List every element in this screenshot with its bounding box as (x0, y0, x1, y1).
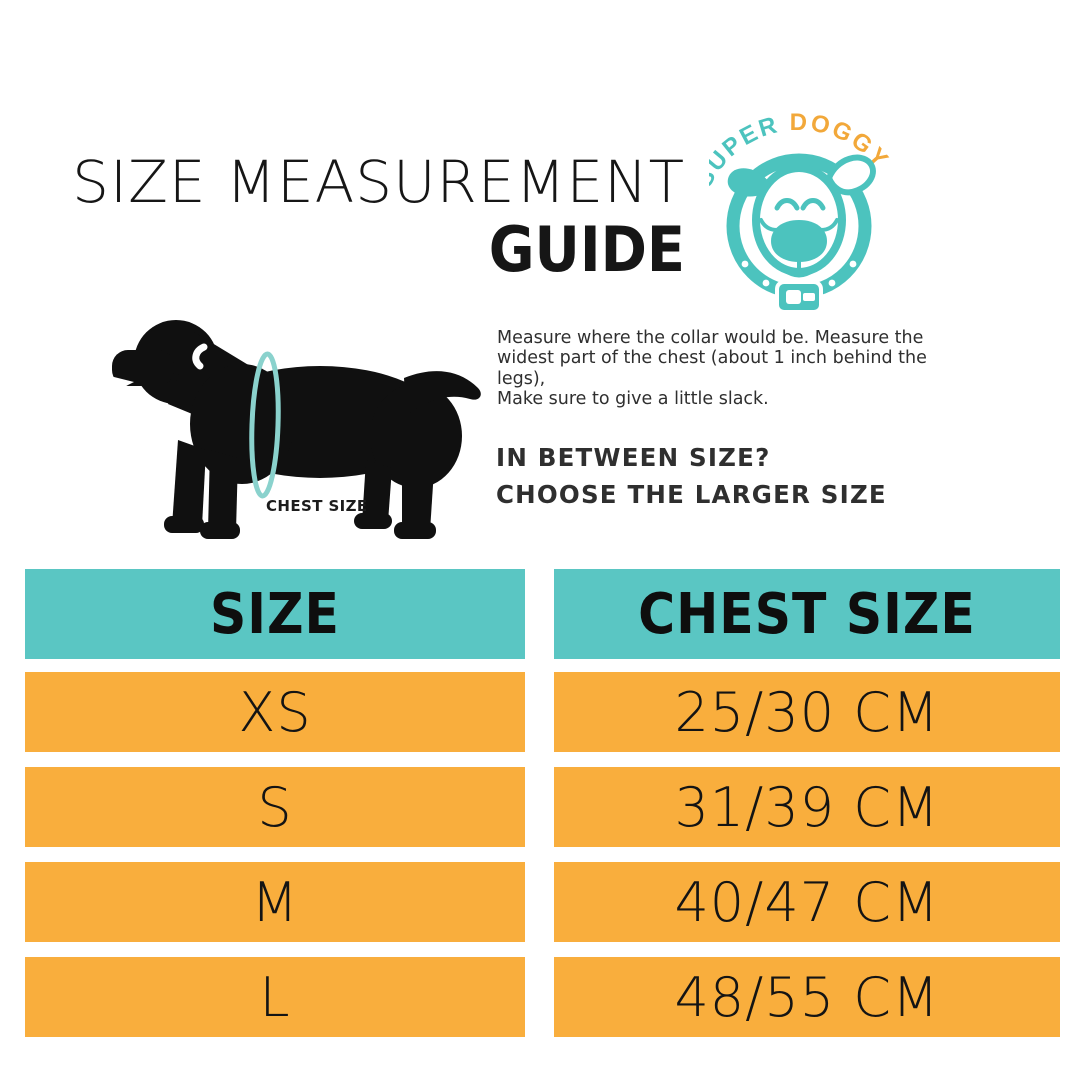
dog-left-ear-icon (727, 168, 769, 197)
size-value: S (25, 767, 525, 847)
dog-tail (404, 371, 481, 416)
table-row-m: M 40/47 CM (25, 862, 1060, 942)
dog-measurement-diagram (110, 320, 481, 539)
size-value: L (25, 957, 525, 1037)
dog-right-eye-icon (800, 198, 826, 211)
dog-face-icon (727, 154, 876, 278)
dog-nose-icon (771, 220, 827, 262)
title-line-2: GUIDE (488, 213, 685, 287)
dog-left-eye-icon (774, 198, 800, 211)
size-value: M (25, 862, 525, 942)
title-line-1: SIZE MEASUREMENT (72, 148, 685, 216)
dog-collar-mark (192, 343, 208, 370)
dog-mouth-notch (110, 376, 134, 392)
between-size-heading: IN BETWEEN SIZE? CHOOSE THE LARGER SIZE (496, 443, 887, 509)
measuring-instructions: Measure where the collar would be. Measu… (497, 328, 927, 409)
chest-value: 48/55 CM (554, 957, 1060, 1037)
size-table: SIZE CHEST SIZE XS 25/30 CM S 31/39 CM M… (25, 569, 1060, 1037)
chest-measure-ring (249, 351, 281, 499)
page-title: SIZE MEASUREMENT GUIDE (72, 148, 685, 287)
table-row-xs: XS 25/30 CM (25, 672, 1060, 752)
chest-value: 40/47 CM (554, 862, 1060, 942)
chest-size-column-header: CHEST SIZE (554, 569, 1060, 659)
dog-right-ear-icon (825, 154, 876, 196)
collar-ring-icon (726, 153, 872, 311)
table-row-s: S 31/39 CM (25, 767, 1060, 847)
dog-smile-icon (782, 267, 816, 278)
chest-value: 25/30 CM (554, 672, 1060, 752)
chest-value: 31/39 CM (554, 767, 1060, 847)
table-row-l: L 48/55 CM (25, 957, 1060, 1037)
super-doggy-logo: SUPER DOGGY (709, 109, 892, 311)
dog-silhouette (112, 320, 481, 539)
size-column-header: SIZE (25, 569, 525, 659)
chest-size-label: CHEST SIZE (266, 497, 368, 515)
size-value: XS (25, 672, 525, 752)
size-table-header-row: SIZE CHEST SIZE (25, 569, 1060, 659)
